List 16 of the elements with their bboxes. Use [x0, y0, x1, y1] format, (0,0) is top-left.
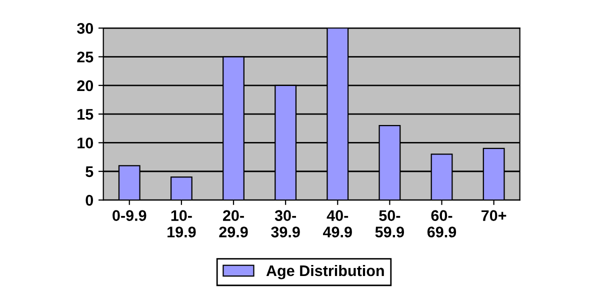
x-tick-label: 0-9.9	[112, 210, 146, 221]
y-tick-label: 30	[76, 22, 94, 34]
x-tick-label: 30- 39.9	[271, 210, 300, 238]
y-tick-label: 10	[78, 138, 94, 148]
legend-label: Age Distribution	[266, 264, 384, 280]
x-tick-label: 20- 29.9	[219, 210, 248, 238]
y-tick-label: 25	[77, 52, 94, 62]
x-tick-label: 10- 19.9	[168, 210, 196, 238]
x-tick-label: 50- 59.9	[375, 210, 404, 238]
x-tick-label: 70+	[482, 210, 506, 221]
y-tick-label: 5	[86, 166, 94, 178]
y-tick-label: 20	[77, 80, 94, 92]
x-tick-label: 40- 49.9	[322, 210, 352, 238]
y-tick-label: 15	[78, 109, 94, 120]
x-tick-label: 60- 69.9	[427, 210, 456, 238]
y-tick-label: 0	[86, 194, 94, 206]
